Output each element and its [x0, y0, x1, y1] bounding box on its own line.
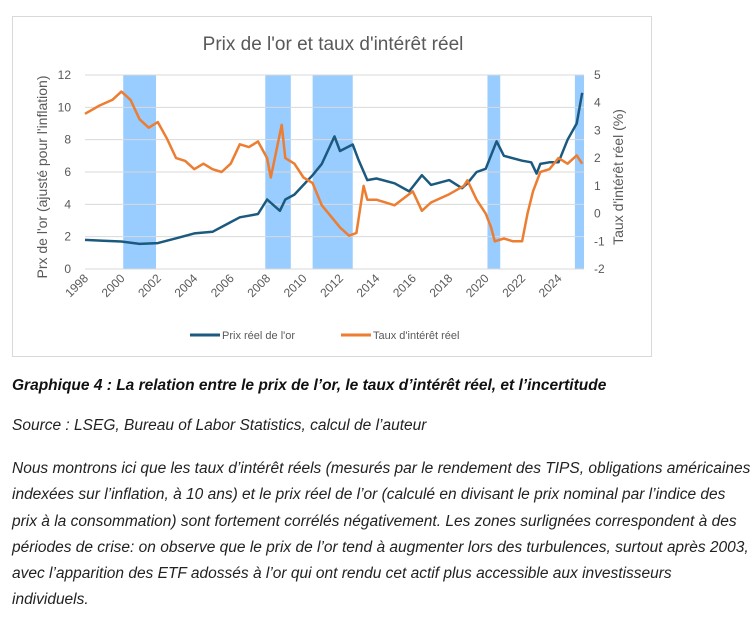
y2-tick-label: -2 [594, 262, 605, 276]
x-tick-label: 2012 [317, 271, 346, 300]
x-tick-label: 2008 [244, 271, 273, 300]
y2-tick-label: 0 [594, 207, 601, 221]
y2-tick-label: -1 [594, 234, 605, 248]
x-tick-label: 2002 [135, 271, 164, 300]
x-tick-label: 2006 [208, 271, 237, 300]
legend-label-gold: Prix réel de l'or [222, 330, 295, 342]
series-gold-line [84, 92, 584, 246]
figure-caption: Graphique 4 : La relation entre le prix … [12, 377, 607, 394]
x-tick-label: 2016 [390, 271, 419, 300]
y-tick-label: 2 [64, 230, 71, 244]
y-axis-label: Prx de l'or (ajusté pour l'inflation) [34, 76, 50, 279]
y2-tick-label: 5 [594, 68, 601, 82]
description-paragraph: Nous montrons ici que les taux d’intérêt… [12, 460, 751, 609]
x-tick-label: 2020 [463, 271, 492, 300]
x-tick-label: 2014 [354, 271, 383, 300]
x-tick-label: 2000 [99, 271, 128, 300]
y2-axis-label: Taux d'intérêt réel (%) [610, 109, 626, 245]
chart: Prix de l'or et taux d'intérêt réel 0 2 4 6… [34, 34, 626, 342]
x-tick-label: 2018 [427, 271, 456, 300]
y-tick-label: 0 [64, 262, 71, 276]
series-rate-line [84, 90, 584, 243]
source-line: Source : LSEG, Bureau of Labor Statistic… [12, 417, 427, 434]
y2-tick-label: 3 [594, 123, 601, 137]
x-tick-label: 2004 [172, 271, 201, 300]
y2-tick-label: 2 [594, 151, 601, 165]
y2-tick-label: 4 [594, 96, 601, 110]
legend-label-rate: Taux d'intérêt réel [373, 330, 459, 342]
x-tick-label: 2022 [499, 271, 528, 300]
chart-title: Prix de l'or et taux d'intérêt réel [203, 34, 464, 55]
y-tick-label: 10 [58, 100, 72, 114]
chart-container: Prix de l'or et taux d'intérêt réel 0 2 4 6… [12, 16, 652, 357]
x-tick-label: 2010 [281, 271, 310, 300]
y-tick-label: 12 [58, 68, 72, 82]
y-tick-label: 6 [64, 165, 71, 179]
y2-tick-label: 1 [594, 179, 601, 193]
x-tick-label: 2024 [536, 271, 565, 300]
y-tick-label: 4 [64, 197, 71, 211]
y-tick-label: 8 [64, 133, 71, 147]
